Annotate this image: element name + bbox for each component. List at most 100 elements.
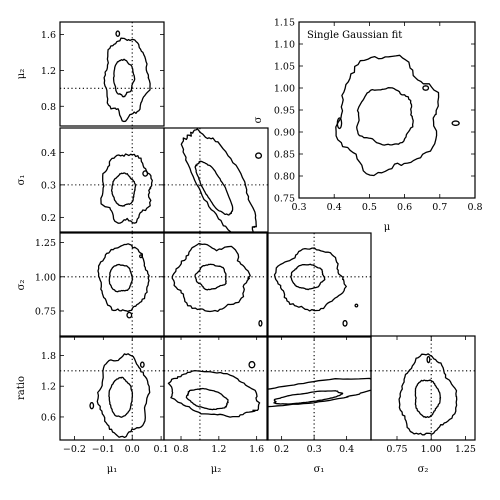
contour-outer bbox=[180, 128, 257, 232]
y-tick-label: 0.8 bbox=[41, 102, 56, 113]
contour-island bbox=[126, 311, 133, 319]
x-tick-label: 0.7 bbox=[432, 202, 447, 213]
panel-frame bbox=[298, 21, 476, 199]
x-tick-label: 0.1 bbox=[154, 444, 169, 455]
contour-inner bbox=[273, 390, 344, 405]
contour-inner bbox=[194, 263, 227, 291]
panel-frame bbox=[370, 335, 476, 441]
x-tick-label: 0.5 bbox=[362, 202, 377, 213]
panel-ratio_vs_sigma1: 0.2 0.3 0.4 σ₁ bbox=[266, 335, 372, 475]
plot-area bbox=[60, 336, 164, 440]
plot-area bbox=[60, 233, 164, 337]
y-tick-label: 1.15 bbox=[274, 18, 295, 29]
contour-island bbox=[258, 319, 263, 327]
x-tick-label: 0.3 bbox=[307, 444, 322, 455]
panel-frame bbox=[266, 232, 372, 338]
plot-area bbox=[371, 336, 475, 440]
x-tick-label: 0.8 bbox=[173, 444, 188, 455]
panel-frame bbox=[163, 127, 269, 233]
contour-inner bbox=[185, 387, 229, 411]
y-axis-label-sigma2: σ₂ bbox=[16, 280, 27, 291]
x-tick-label: 0.2 bbox=[274, 444, 289, 455]
y-tick-label: 1.6 bbox=[41, 30, 56, 41]
contour-outer bbox=[100, 153, 153, 224]
contour-outer bbox=[97, 243, 150, 313]
y-axis-label-ratio: ratio bbox=[16, 376, 27, 400]
panel-frame bbox=[59, 21, 165, 127]
plot-area bbox=[164, 336, 268, 440]
x-tick-label: 0.75 bbox=[386, 444, 407, 455]
plot-area bbox=[60, 22, 164, 126]
contour-outer bbox=[171, 242, 251, 313]
contour-island bbox=[89, 401, 95, 410]
y-tick-label: 0.95 bbox=[274, 106, 295, 117]
contour-inner bbox=[112, 58, 136, 98]
contour-inner bbox=[194, 160, 234, 216]
x-tick-label: 1.2 bbox=[211, 444, 226, 455]
x-axis-label-sigma1: σ₁ bbox=[314, 464, 325, 475]
contour-inner bbox=[356, 87, 414, 146]
contour-island bbox=[139, 254, 143, 259]
y-tick-label: 1.10 bbox=[274, 40, 295, 51]
panel-frame bbox=[163, 232, 269, 338]
x-tick-label: 1.25 bbox=[455, 444, 476, 455]
plot-area bbox=[164, 233, 268, 337]
contour-outer bbox=[96, 353, 151, 439]
x-tick-label: 0.4 bbox=[327, 202, 342, 213]
y-tick-label: 0.85 bbox=[274, 150, 295, 161]
x-tick-label: −0.2 bbox=[63, 444, 86, 455]
panel-frame bbox=[163, 335, 269, 441]
contour-island bbox=[139, 361, 145, 368]
panel-sigma1_vs_mu1: 0.2 0.3 0.4 σ₁ bbox=[16, 127, 165, 233]
x-axis-label-sigma2: σ₂ bbox=[418, 464, 429, 475]
contour-island bbox=[248, 360, 256, 369]
contour-island bbox=[354, 303, 359, 308]
y-tick-label: 1.05 bbox=[274, 62, 295, 73]
panel-ratio_vs_mu1: −0.2 −0.1 0.0 0.1 0.6 1.2 1.8 ratio μ₁ bbox=[16, 335, 169, 475]
contour-outer bbox=[335, 54, 440, 177]
y-tick-label: 0.75 bbox=[35, 307, 56, 318]
x-tick-label: 1.00 bbox=[421, 444, 442, 455]
panel-single_gaussian: 0.3 0.4 0.5 0.6 0.7 0.8 0.75 0.80 0.85 0.90 0.95 1.… bbox=[253, 18, 483, 234]
contour-island bbox=[451, 120, 460, 127]
contour-island bbox=[342, 319, 348, 327]
panel-sigma2_vs_mu2 bbox=[163, 232, 269, 338]
y-tick-label: 0.4 bbox=[41, 148, 56, 159]
y-tick-label: 1.2 bbox=[41, 382, 56, 393]
y-tick-label: 1.00 bbox=[35, 272, 56, 283]
contour-outer bbox=[273, 247, 347, 312]
y-axis-label-sigma1: σ₁ bbox=[16, 175, 27, 186]
y-tick-label: 1.00 bbox=[274, 84, 295, 95]
y-tick-label: 0.75 bbox=[274, 194, 295, 205]
contour-inner bbox=[108, 376, 134, 418]
panel-sigma2_vs_mu1: 0.75 1.00 1.25 σ₂ bbox=[16, 232, 165, 338]
x-tick-label: 0.4 bbox=[339, 444, 354, 455]
plot-area bbox=[164, 128, 268, 232]
panel-frame bbox=[59, 335, 165, 441]
y-tick-label: 0.90 bbox=[274, 128, 295, 139]
plot-area bbox=[60, 128, 164, 232]
y-tick-label: 0.2 bbox=[41, 213, 56, 224]
x-axis-label-mu1: μ₁ bbox=[107, 464, 118, 475]
panel-mu2_vs_mu1: 0.8 1.2 1.6 μ₂ bbox=[16, 21, 165, 127]
x-tick-label: 0.3 bbox=[291, 202, 306, 213]
panel-sigma2_vs_sigma1 bbox=[266, 232, 372, 338]
x-tick-label: 1.6 bbox=[249, 444, 264, 455]
y-tick-label: 0.6 bbox=[41, 412, 56, 423]
contour-island bbox=[422, 85, 430, 91]
plot-area bbox=[267, 233, 371, 337]
contour-inner bbox=[110, 172, 137, 207]
y-tick-label: 1.8 bbox=[41, 351, 56, 362]
x-axis-label-mu2: μ₂ bbox=[211, 464, 222, 475]
contour-island bbox=[426, 355, 431, 364]
contour-island bbox=[115, 30, 121, 37]
contour-inner bbox=[290, 263, 326, 291]
contour-island bbox=[336, 117, 343, 130]
panel-ratio_vs_mu2: 0.8 1.2 1.6 μ₂ bbox=[163, 335, 269, 475]
x-tick-label: 0.8 bbox=[467, 202, 482, 213]
y-tick-label: 1.2 bbox=[41, 66, 56, 77]
panel-sigma1_vs_mu2 bbox=[163, 127, 269, 233]
x-axis-label-mu: μ bbox=[384, 222, 391, 233]
y-axis-label-mu2: μ₂ bbox=[16, 69, 27, 80]
